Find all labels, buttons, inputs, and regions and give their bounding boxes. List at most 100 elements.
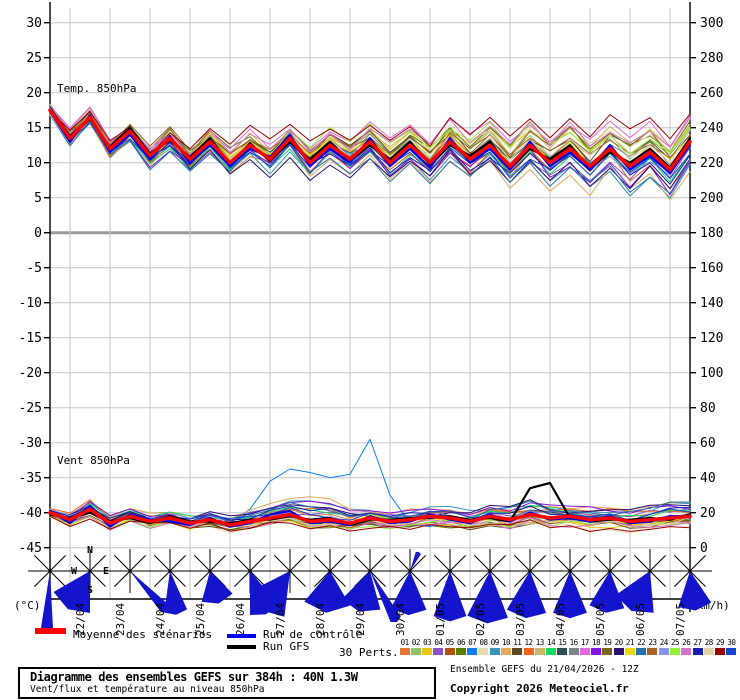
- date-label: 24/04: [154, 603, 167, 636]
- left-axis-unit: (°C): [14, 599, 41, 612]
- date-label: 25/04: [194, 603, 207, 636]
- wind-rose-center: [128, 569, 132, 573]
- wind-rose-center: [608, 569, 612, 573]
- legend-gfs-label: Run GFS: [263, 640, 310, 653]
- wind-rose-center: [208, 569, 212, 573]
- pert-color-swatch: [512, 648, 523, 655]
- wind-rose-sector: [410, 551, 421, 571]
- left-tick-label: 0: [34, 226, 42, 241]
- ensemble-chart: 30 25 20 15 10 5 0 -5 -10 -15 -20 -25 -30 -35 -40 -45 30…: [14, 2, 730, 636]
- compass-n-label: N: [87, 545, 93, 556]
- right-tick-label: 60: [700, 436, 716, 451]
- wind-rose-sector: [467, 571, 508, 624]
- date-label: 30/04: [394, 603, 407, 636]
- pert-number: 28: [704, 638, 714, 647]
- wind-rose-center: [648, 569, 652, 573]
- pert-color-swatch: [658, 648, 669, 655]
- pert-color-swatch: [557, 648, 568, 655]
- legend-perts-label: 30 Perts.: [339, 646, 399, 659]
- wind-rose-sector: [53, 571, 90, 613]
- left-tick-label: -25: [19, 401, 42, 416]
- right-tick-label: 100: [700, 366, 723, 381]
- wind-rose-sector: [341, 571, 381, 612]
- right-tick-label: 180: [700, 226, 723, 241]
- pert-number: 05: [445, 638, 455, 647]
- date-label: 07/05: [674, 603, 687, 636]
- pert-number: 07: [468, 638, 477, 647]
- pert-key-item: 12: [523, 639, 534, 655]
- pert-color-swatch: [444, 648, 455, 655]
- pert-color-swatch: [501, 648, 512, 655]
- right-tick-label: 300: [700, 16, 723, 31]
- right-tick-label: 260: [700, 86, 723, 101]
- ensemble-member-wind-line: [49, 512, 691, 530]
- pert-color-swatch: [478, 648, 489, 655]
- left-tick-label: -20: [19, 366, 42, 381]
- wind-rose-sector: [370, 571, 401, 622]
- pert-number: 24: [659, 638, 669, 647]
- copyright: Copyright 2026 Meteociel.fr: [450, 682, 629, 695]
- pert-key-item: 17: [579, 639, 590, 655]
- pert-color-swatch: [636, 648, 647, 655]
- pert-key-item: 26: [681, 639, 692, 655]
- wind-rose-center: [328, 569, 332, 573]
- pert-color-swatch: [692, 648, 703, 655]
- right-tick-label: 0: [700, 541, 708, 556]
- pert-number: 09: [490, 638, 500, 647]
- right-tick-label: 200: [700, 191, 723, 206]
- chart-title-box: Diagramme des ensembles GEFS sur 384h : …: [18, 667, 436, 699]
- left-tick-label: 5: [34, 191, 42, 206]
- wind-rose-center: [448, 569, 452, 573]
- pert-number: 03: [423, 638, 432, 647]
- left-tick-label: 30: [26, 16, 42, 31]
- pert-color-swatch: [422, 648, 433, 655]
- pert-number: 11: [513, 638, 522, 647]
- pert-color-swatch: [546, 648, 557, 655]
- pert-key-item: 01: [399, 639, 410, 655]
- pert-number: 14: [547, 638, 556, 647]
- ensemble-member-temp-line: [49, 105, 691, 153]
- ensemble-member-temp-line: [49, 109, 691, 196]
- wind-rose-sector: [553, 571, 587, 619]
- pert-number: 29: [716, 638, 725, 647]
- pert-color-swatch: [579, 648, 590, 655]
- left-tick-label: 20: [26, 86, 42, 101]
- pert-number: 22: [637, 638, 646, 647]
- date-label: 28/04: [314, 603, 327, 636]
- pert-number: 10: [502, 638, 511, 647]
- wind-rose-center: [48, 569, 52, 573]
- pert-key-item: 14: [545, 638, 557, 655]
- wind-rose-sector: [589, 571, 625, 613]
- pert-number: 26: [682, 638, 691, 647]
- pert-color-swatch: [703, 648, 714, 655]
- pert-number: 19: [603, 638, 612, 647]
- right-tick-label: 120: [700, 331, 723, 346]
- pert-color-swatch: [647, 648, 658, 655]
- ensemble-member-wind-line: [49, 512, 691, 530]
- pert-color-swatch: [726, 648, 737, 655]
- ensemble-member-temp-line: [49, 114, 691, 194]
- ensemble-member-wind-line: [49, 515, 691, 532]
- ensemble-member-wind-line: [49, 496, 691, 520]
- pert-key-item: 16: [568, 639, 579, 655]
- right-tick-label: 240: [700, 121, 723, 136]
- ensemble-member-temp-line: [49, 111, 691, 180]
- left-tick-label: -15: [19, 331, 42, 346]
- legend-control-label: Run de contrôle: [263, 628, 363, 641]
- pert-key-item: 30: [726, 639, 737, 655]
- pert-number: 16: [569, 638, 579, 647]
- pert-color-swatch: [568, 648, 579, 655]
- wind-rose-sector: [433, 571, 467, 622]
- mean-wind-line: [48, 507, 692, 527]
- pert-number: 12: [524, 638, 534, 647]
- pert-key-item: 02: [410, 639, 421, 655]
- date-label: 22/04: [74, 603, 87, 636]
- pert-key-item: 19: [602, 639, 613, 655]
- pert-key-item: 18: [591, 639, 602, 655]
- wind-rose-center: [528, 569, 532, 573]
- control-line-swatch: [227, 634, 256, 638]
- left-tick-label: 15: [26, 121, 42, 136]
- wind-rose-sector: [130, 571, 170, 613]
- pert-color-swatch: [613, 648, 624, 655]
- compass-s-label: S: [87, 585, 93, 596]
